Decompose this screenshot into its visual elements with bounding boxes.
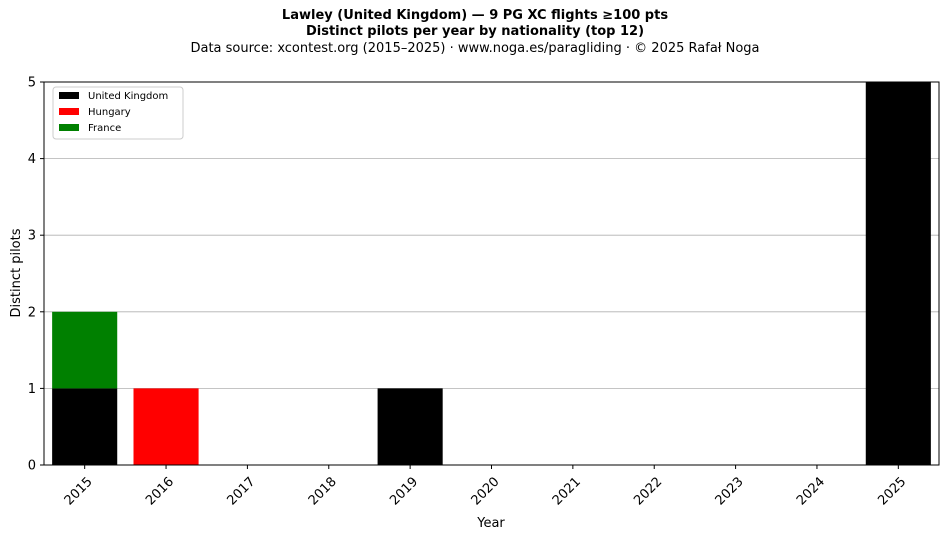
legend-swatch xyxy=(59,108,79,115)
legend-swatch xyxy=(59,92,79,99)
y-tick-label: 0 xyxy=(28,459,36,474)
legend: United Kingdom Hungary France xyxy=(52,86,184,140)
y-tick-label: 4 xyxy=(28,152,36,167)
x-tick-label: 2019 xyxy=(387,474,421,508)
bar-segment xyxy=(377,388,443,465)
bars xyxy=(52,82,931,465)
x-axis: 2015 2016 2017 2018 2019 2020 2021 2022 2023 2024… xyxy=(62,465,909,508)
y-axis: 0 1 2 3 4 5 xyxy=(28,76,44,474)
y-tick-label: 2 xyxy=(28,305,36,320)
bar-segment xyxy=(865,82,931,465)
chart-subtitle: Distinct pilots per year by nationality … xyxy=(305,24,645,39)
legend-label: France xyxy=(88,123,121,134)
x-tick-label: 2025 xyxy=(875,474,909,508)
legend-label: United Kingdom xyxy=(88,91,168,102)
chart-source: Data source: xcontest.org (2015–2025) · … xyxy=(190,41,760,56)
bar-segment xyxy=(52,311,118,389)
x-axis-label: Year xyxy=(476,516,505,531)
x-tick-label: 2024 xyxy=(794,474,828,508)
chart-title: Lawley (United Kingdom) — 9 PG XC flight… xyxy=(281,8,669,23)
y-tick-label: 3 xyxy=(28,229,36,244)
legend-box xyxy=(52,86,184,140)
x-tick-label: 2023 xyxy=(713,474,747,508)
y-tick-label: 1 xyxy=(28,382,36,397)
y-tick-label: 5 xyxy=(28,76,36,91)
x-tick-label: 2021 xyxy=(550,474,584,508)
bar-segment xyxy=(52,388,118,465)
x-tick-label: 2018 xyxy=(306,474,340,508)
x-tick-label: 2016 xyxy=(143,474,177,508)
x-tick-label: 2017 xyxy=(224,474,258,508)
x-tick-label: 2020 xyxy=(469,474,503,508)
legend-swatch xyxy=(59,124,79,131)
x-tick-label: 2022 xyxy=(631,474,665,508)
x-tick-label: 2015 xyxy=(62,474,96,508)
chart-titles: Lawley (United Kingdom) — 9 PG XC flight… xyxy=(0,8,950,57)
y-axis-label: Distinct pilots xyxy=(9,228,24,317)
gridlines xyxy=(44,158,939,389)
legend-label: Hungary xyxy=(88,107,131,118)
bar-segment xyxy=(133,388,199,465)
